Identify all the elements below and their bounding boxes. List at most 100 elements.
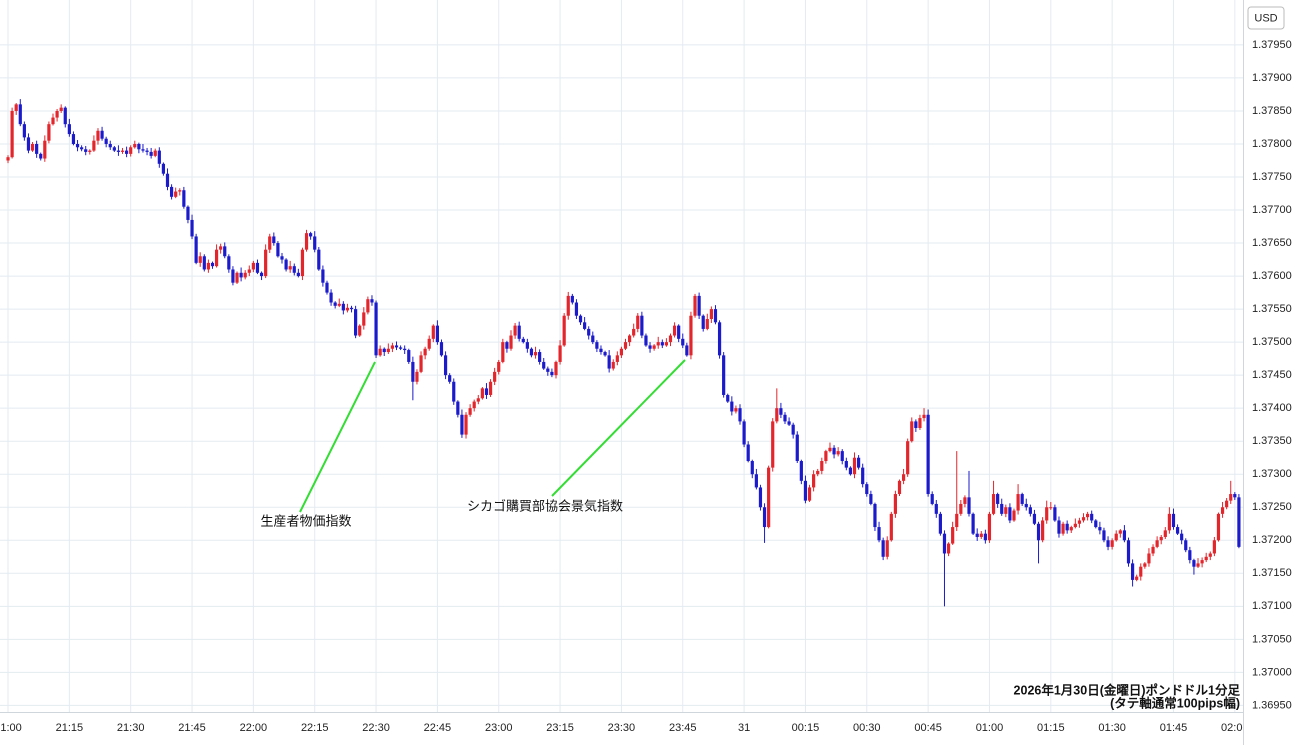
candles	[6, 99, 1241, 607]
candle-body	[816, 470, 820, 475]
candle-body	[272, 236, 276, 244]
candle-body	[1184, 540, 1188, 551]
candle-body	[1233, 494, 1237, 498]
candle-body	[51, 117, 55, 125]
candle-body	[754, 474, 758, 488]
candle-body	[235, 272, 239, 283]
candle-body	[558, 345, 562, 362]
candle-body	[362, 312, 366, 326]
candle-body	[971, 513, 975, 534]
candle-body	[1204, 556, 1208, 561]
candle-body	[726, 394, 730, 402]
candle-body	[689, 315, 693, 356]
y-tick-label: 1.37850	[1252, 105, 1292, 117]
y-tick-label: 1.37700	[1252, 204, 1292, 216]
candle-body	[934, 503, 938, 514]
candle-body	[767, 467, 771, 528]
candle-body	[1110, 540, 1114, 547]
candle-body	[210, 262, 215, 267]
candle-body	[967, 497, 971, 514]
candle-body	[533, 352, 538, 356]
x-tick-label: 21:00	[0, 722, 22, 734]
candle-body	[1090, 513, 1094, 521]
candle-body	[141, 149, 145, 151]
candle-body	[394, 345, 399, 348]
candle-body	[1147, 553, 1151, 564]
candle-body	[309, 233, 313, 237]
candle-body	[153, 150, 157, 156]
x-tick-label: 00:30	[853, 722, 881, 734]
candle-body	[1188, 550, 1192, 561]
candle-body	[550, 371, 554, 376]
y-tick-label: 1.37550	[1252, 303, 1292, 315]
candle-body	[1208, 553, 1212, 557]
candle-body	[214, 249, 219, 267]
candle-body	[30, 143, 35, 151]
candle-body	[861, 467, 865, 485]
x-tick-label: 22:30	[362, 722, 390, 734]
candle-body	[96, 130, 100, 141]
candle-body	[1008, 507, 1012, 521]
candle-body	[407, 350, 411, 362]
candle-body	[129, 147, 133, 154]
x-tick-label: 00:45	[914, 722, 942, 734]
candle-body	[791, 424, 795, 435]
candle-body	[611, 361, 615, 369]
candle-body	[501, 342, 505, 362]
candle-body	[419, 355, 423, 372]
candle-body	[120, 150, 125, 152]
candle-body	[648, 345, 652, 349]
candle-body	[840, 451, 844, 462]
candle-body	[1163, 530, 1167, 537]
candle-body	[198, 256, 202, 263]
candle-body	[206, 262, 210, 270]
chart-note: (タテ軸通常100pips幅)	[1110, 695, 1240, 710]
x-tick-label: 23:45	[669, 722, 697, 734]
candle-body	[1061, 523, 1065, 534]
x-tick-label: 01:00	[976, 722, 1004, 734]
candle-body	[509, 335, 513, 349]
candle-body	[991, 494, 996, 514]
x-tick-label: 23:15	[546, 722, 574, 734]
candle-body	[374, 302, 378, 356]
candle-body	[398, 347, 403, 349]
x-tick-label: 22:45	[424, 722, 452, 734]
candle-body	[636, 315, 640, 329]
candle-body	[697, 295, 701, 316]
candle-body	[280, 256, 284, 260]
currency-label: USD	[1254, 12, 1277, 24]
y-tick-label: 1.37450	[1252, 369, 1292, 381]
candle-body	[779, 408, 783, 415]
candle-body	[578, 315, 583, 323]
candle-body	[1036, 523, 1041, 541]
candle-body	[325, 282, 329, 293]
candle-body	[488, 381, 493, 395]
candle-body	[914, 421, 918, 428]
candle-body	[378, 348, 382, 356]
candle-body	[910, 421, 914, 442]
y-tick-label: 1.37600	[1252, 270, 1292, 282]
candle-body	[341, 303, 345, 311]
candle-body	[1020, 494, 1024, 504]
candle-body	[672, 325, 677, 336]
candle-body	[1175, 527, 1180, 534]
candle-body	[595, 342, 599, 349]
candle-body	[403, 348, 407, 351]
candle-body	[1229, 494, 1233, 501]
candle-body	[836, 451, 840, 455]
candle-body	[1000, 503, 1004, 514]
candle-body	[284, 259, 288, 270]
candle-body	[844, 461, 848, 468]
candle-body	[358, 325, 362, 336]
candle-body	[292, 266, 296, 273]
candle-body	[468, 408, 472, 415]
candle-body	[979, 533, 983, 537]
y-tick-label: 1.36950	[1252, 699, 1292, 711]
candle-body	[824, 451, 828, 462]
x-tick-label: 02:00	[1221, 722, 1249, 734]
currency-box	[1247, 6, 1285, 30]
candle-body	[1143, 563, 1147, 567]
candle-body	[542, 361, 546, 369]
candle-body	[63, 107, 67, 125]
y-tick-label: 1.37000	[1252, 666, 1292, 678]
